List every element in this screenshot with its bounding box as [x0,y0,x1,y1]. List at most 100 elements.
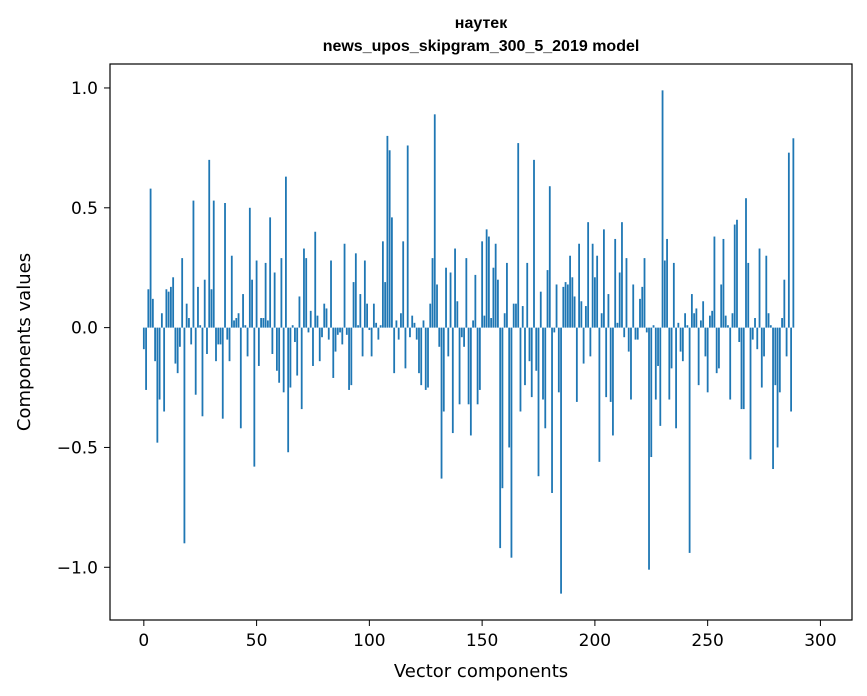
bar [411,315,414,328]
y-axis-label: Components values [14,253,35,431]
bar [206,327,208,354]
bar [697,327,700,386]
plot-area-frame [109,63,853,621]
bar [776,327,779,448]
bar [740,327,743,410]
bar [469,327,472,436]
bar [668,327,671,400]
bar [381,241,384,328]
bar [510,327,513,558]
bar [217,327,220,345]
bar [781,318,783,328]
bar [704,327,707,357]
bar [686,325,689,328]
bar [497,279,499,328]
bar [634,327,637,340]
bar [688,327,691,553]
bar [237,313,240,328]
bar [212,200,215,328]
bar [621,222,623,328]
bar [239,327,242,429]
bar [203,279,206,328]
bar [787,152,790,328]
bar [661,90,664,328]
bar [341,327,344,345]
bar [278,327,281,383]
bar [393,327,396,374]
y-tick-label: 0.5 [71,199,98,219]
bar [377,327,380,340]
bar [262,318,265,328]
chart-title-line2: news_upos_skipgram_300_5_2019 model [323,38,640,55]
bar [718,327,720,369]
bar [490,318,493,328]
bar [233,320,235,328]
bar [690,294,693,328]
bar [172,277,175,328]
bar [339,327,341,333]
bar [487,236,490,328]
bar [672,262,675,328]
bar [600,313,603,328]
bar [422,320,425,328]
bar [309,310,312,328]
bar [745,198,747,328]
bar [197,286,199,328]
bar [472,320,474,328]
bar [406,145,409,328]
bar [566,284,569,328]
bar [607,294,610,328]
bar [515,303,517,328]
bar [476,327,479,405]
bar [350,327,353,386]
bar [749,327,752,460]
bar [765,255,768,328]
bar [582,327,585,364]
bar [738,327,741,342]
bar [246,327,249,357]
bar [253,327,256,467]
bar [429,303,432,328]
bar [266,320,269,328]
bar [636,327,639,340]
y-tick-label: −0.5 [57,438,98,458]
bar [564,282,567,328]
bar [169,286,172,328]
bar [325,308,328,328]
bar [221,327,224,419]
bar [679,327,682,352]
bar [438,327,441,347]
bar [763,327,765,357]
bar [772,327,774,470]
bar [156,327,159,443]
bar [785,327,788,357]
bar [702,301,705,328]
bar [424,327,427,390]
bar [224,203,226,328]
bar [433,114,436,328]
bar [167,291,170,328]
bar [751,327,754,340]
chart-title-line1: наутек [455,15,508,32]
bar [210,289,213,328]
bar [334,327,337,352]
bar [402,241,405,328]
bar [458,327,461,405]
bar [528,327,531,362]
bar [573,296,576,328]
bar [616,322,619,328]
bar [711,310,714,328]
bar [524,327,526,386]
bar [578,243,580,328]
bar [336,327,339,335]
bar [264,262,267,328]
bar [632,284,635,328]
bar [589,327,592,357]
bar [289,327,292,388]
bar [160,313,163,328]
x-tick-label: 150 [466,631,498,651]
bar [612,327,614,436]
bar [235,318,238,328]
bar [539,291,542,328]
